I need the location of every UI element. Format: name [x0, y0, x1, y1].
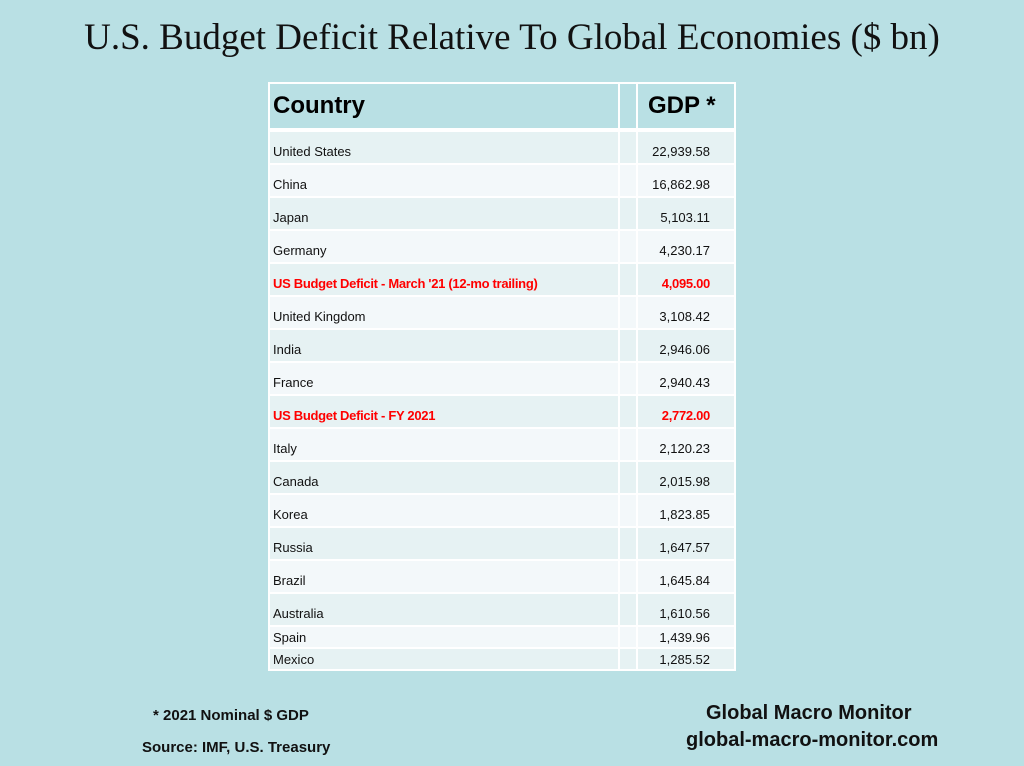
spacer-cell [618, 395, 638, 429]
table-row: Korea 1,823.85 [268, 494, 736, 528]
table-row-highlight: US Budget Deficit - FY 2021 2,772.00 [268, 395, 736, 429]
gdp-cell: 1,439.96 [636, 626, 736, 649]
table-row: Australia 1,610.56 [268, 593, 736, 627]
gdp-cell: 2,940.43 [636, 362, 736, 396]
table-row: United States 22,939.58 [268, 130, 736, 165]
country-cell: Australia [268, 593, 620, 627]
gdp-table: Country GDP * United States 22,939.58 Chin… [268, 82, 736, 671]
gdp-cell: 2,772.00 [636, 395, 736, 429]
gdp-cell: 2,015.98 [636, 461, 736, 495]
country-cell: Spain [268, 626, 620, 649]
country-cell: China [268, 164, 620, 198]
gdp-cell: 1,610.56 [636, 593, 736, 627]
country-cell: US Budget Deficit - FY 2021 [268, 395, 620, 429]
brand-name: Global Macro Monitor [706, 702, 912, 724]
country-cell: Germany [268, 230, 620, 264]
source-note: Source: IMF, U.S. Treasury [142, 739, 331, 756]
country-cell: United States [268, 130, 620, 165]
brand-url: global-macro-monitor.com [686, 729, 939, 751]
country-cell: France [268, 362, 620, 396]
spacer-cell [618, 362, 638, 396]
spacer-cell [618, 527, 638, 561]
table-row: India 2,946.06 [268, 329, 736, 363]
gdp-cell: 3,108.42 [636, 296, 736, 330]
table-row: Canada 2,015.98 [268, 461, 736, 495]
country-cell: Canada [268, 461, 620, 495]
table-row: Russia 1,647.57 [268, 527, 736, 561]
country-cell: India [268, 329, 620, 363]
table-row: China 16,862.98 [268, 164, 736, 198]
country-cell: US Budget Deficit - March '21 (12-mo tra… [268, 263, 620, 297]
table-row: France 2,940.43 [268, 362, 736, 396]
spacer-cell [618, 197, 638, 231]
gdp-cell: 22,939.58 [636, 130, 736, 165]
spacer-cell [618, 130, 638, 165]
table-row: Japan 5,103.11 [268, 197, 736, 231]
table-row-highlight: US Budget Deficit - March '21 (12-mo tra… [268, 263, 736, 297]
table-row: Spain 1,439.96 [268, 626, 736, 649]
table-row: United Kingdom 3,108.42 [268, 296, 736, 330]
table-row: Germany 4,230.17 [268, 230, 736, 264]
spacer-cell [618, 230, 638, 264]
table-header-row: Country GDP * [268, 82, 736, 132]
country-cell: Italy [268, 428, 620, 462]
gdp-cell: 4,230.17 [636, 230, 736, 264]
gdp-cell: 4,095.00 [636, 263, 736, 297]
spacer-cell [618, 626, 638, 649]
gdp-cell: 2,120.23 [636, 428, 736, 462]
spacer-cell [618, 593, 638, 627]
header-spacer [618, 82, 638, 132]
spacer-cell [618, 494, 638, 528]
gdp-cell: 16,862.98 [636, 164, 736, 198]
table-row: Mexico 1,285.52 [268, 648, 736, 671]
gdp-cell: 5,103.11 [636, 197, 736, 231]
table-row: Italy 2,120.23 [268, 428, 736, 462]
spacer-cell [618, 164, 638, 198]
gdp-cell: 1,823.85 [636, 494, 736, 528]
spacer-cell [618, 560, 638, 594]
country-cell: Russia [268, 527, 620, 561]
slide-title: U.S. Budget Deficit Relative To Global E… [84, 17, 940, 58]
header-country: Country [268, 82, 620, 132]
gdp-cell: 1,647.57 [636, 527, 736, 561]
header-gdp: GDP * [636, 82, 736, 132]
gdp-cell: 2,946.06 [636, 329, 736, 363]
table-row: Brazil 1,645.84 [268, 560, 736, 594]
spacer-cell [618, 296, 638, 330]
spacer-cell [618, 329, 638, 363]
country-cell: Korea [268, 494, 620, 528]
country-cell: Japan [268, 197, 620, 231]
spacer-cell [618, 263, 638, 297]
spacer-cell [618, 461, 638, 495]
country-cell: Brazil [268, 560, 620, 594]
country-cell: United Kingdom [268, 296, 620, 330]
country-cell: Mexico [268, 648, 620, 671]
spacer-cell [618, 648, 638, 671]
gdp-cell: 1,285.52 [636, 648, 736, 671]
footnote: * 2021 Nominal $ GDP [153, 707, 309, 724]
spacer-cell [618, 428, 638, 462]
gdp-cell: 1,645.84 [636, 560, 736, 594]
